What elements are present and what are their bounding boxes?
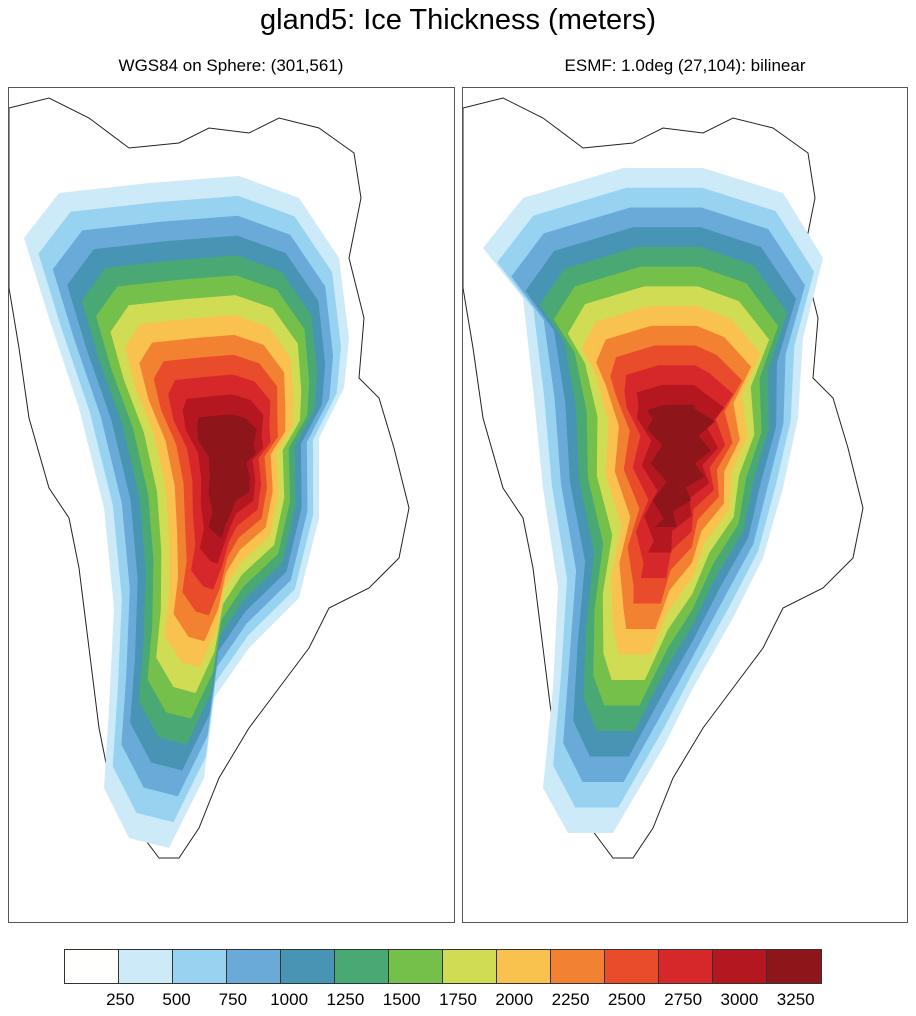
colorbar-tick-label: 3000 (720, 990, 759, 1009)
colorbar-swatch (227, 950, 281, 983)
right-panel-subtitle: ESMF: 1.0deg (27,104): bilinear (564, 56, 806, 75)
colorbar-swatch (497, 950, 551, 983)
colorbar-tick-label: 750 (218, 990, 248, 1009)
colorbar-tick-label: 1750 (439, 990, 477, 1009)
colorbar-tick-label: 2750 (664, 990, 703, 1009)
colorbar-tick-label: 250 (106, 990, 135, 1009)
colorbar-swatch (65, 950, 119, 983)
colorbar-swatch (443, 950, 497, 983)
colorbar-tick-label: 2000 (495, 990, 534, 1009)
ice-thickness-contour (196, 414, 257, 538)
colorbar-swatch (173, 950, 227, 983)
colorbar-swatch (335, 950, 389, 983)
left-map-panel (8, 87, 455, 923)
colorbar-swatch (659, 950, 713, 983)
ice-thickness-contour (647, 404, 716, 527)
colorbar-tick-label: 1500 (382, 990, 421, 1009)
colorbar-labels: 250 500 750 1000 1250 1500 1750 2000 2250 2500 275… (64, 990, 852, 1014)
colorbar-tick-label: 1250 (326, 990, 365, 1009)
colorbar-tick-label: 1000 (270, 990, 309, 1009)
left-panel-subtitle: WGS84 on Sphere: (301,561) (118, 56, 344, 75)
figure-title: gland5: Ice Thickness (meters) (260, 4, 656, 36)
colorbar-swatch (767, 950, 821, 983)
left-ice-thickness-map (9, 97, 410, 859)
colorbar-tick-label: 2500 (607, 990, 646, 1009)
right-ice-thickness-map (463, 97, 864, 859)
right-map-panel (462, 87, 908, 923)
colorbar (64, 949, 822, 984)
colorbar-tick-label: 500 (162, 990, 191, 1009)
colorbar-swatch (713, 950, 767, 983)
colorbar-swatch (389, 950, 443, 983)
colorbar-tick-label: 3250 (776, 990, 815, 1009)
colorbar-swatch (281, 950, 335, 983)
colorbar-tick-label: 2250 (551, 990, 590, 1009)
colorbar-swatch (551, 950, 605, 983)
colorbar-swatch (605, 950, 659, 983)
colorbar-swatch (119, 950, 173, 983)
